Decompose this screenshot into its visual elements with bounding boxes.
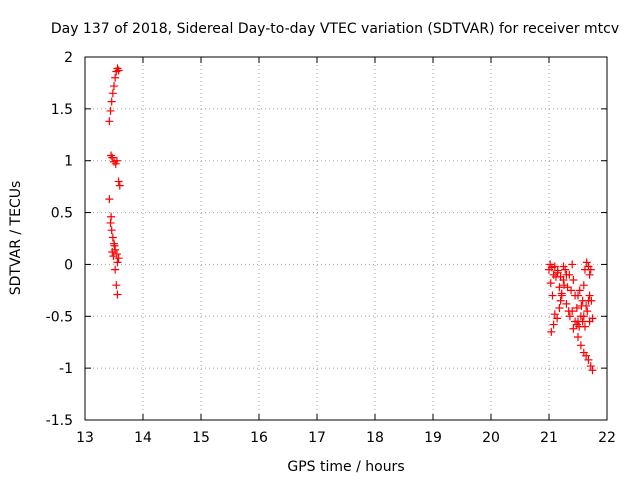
data-point: [550, 262, 559, 271]
data-point: [555, 303, 564, 312]
data-point: [586, 362, 595, 371]
data-point: [574, 333, 582, 342]
x-tick-label: 20: [482, 430, 500, 446]
data-point: [111, 265, 120, 274]
y-tick-label: 0.5: [51, 206, 73, 222]
x-tick-label: 14: [134, 430, 152, 446]
y-tick-label: 2: [64, 50, 73, 66]
axes: 13 14 15 16 17 18 19 20 21 22 -1.5 -1 -0.5 0 0.5 1 1.5 2: [46, 50, 616, 446]
plot-frame: [84, 56, 608, 421]
data-point: [579, 281, 588, 290]
data-point: [556, 296, 565, 305]
x-tick-label: 16: [250, 430, 268, 446]
data-point: [565, 312, 574, 321]
data-point: [582, 351, 591, 360]
data-point: [548, 291, 557, 300]
y-tick-label: -1.5: [46, 413, 73, 429]
x-tick-label: 22: [598, 430, 616, 446]
data-point: [569, 324, 578, 333]
data-point: [113, 258, 122, 267]
data-point: [585, 317, 594, 326]
grid: [85, 57, 607, 420]
data-point: [582, 301, 591, 310]
data-point: [562, 299, 571, 308]
data-point: [560, 281, 569, 290]
data-point: [549, 320, 558, 329]
data-point: [565, 270, 574, 279]
data-point: [106, 218, 115, 227]
x-tick-label: 17: [308, 430, 326, 446]
data-point: [114, 177, 123, 186]
data-point: [112, 250, 121, 259]
data-point: [550, 310, 559, 319]
data-point: [559, 262, 568, 271]
data-point: [109, 252, 118, 261]
data-point: [586, 265, 595, 274]
x-tick-label: 21: [540, 430, 558, 446]
data-point: [557, 291, 566, 300]
y-tick-label: -0.5: [46, 309, 73, 325]
y-tick-label: 1.5: [51, 102, 73, 118]
data-point: [110, 82, 118, 91]
data-point: [585, 270, 594, 279]
x-axis-label: GPS time / hours: [287, 459, 404, 475]
data-point: [585, 291, 594, 300]
data-point: [114, 66, 123, 75]
data-point: [553, 314, 562, 323]
data-points: [105, 64, 597, 375]
data-point: [107, 97, 116, 106]
data-point: [105, 117, 114, 126]
data-point: [108, 247, 117, 256]
data-point: [582, 258, 591, 267]
data-point: [108, 233, 117, 242]
data-point: [114, 254, 123, 263]
data-point: [108, 89, 117, 98]
data-point: [579, 312, 588, 321]
data-point: [580, 322, 589, 331]
data-point: [106, 106, 115, 115]
data-point: [583, 307, 592, 316]
x-tick-label: 13: [76, 430, 94, 446]
data-point: [584, 296, 593, 305]
data-point: [112, 156, 121, 165]
y-tick-label: -1: [59, 361, 73, 377]
data-point: [115, 181, 124, 190]
data-point: [108, 153, 117, 162]
data-point: [584, 355, 593, 364]
data-point: [107, 226, 116, 235]
data-point: [572, 320, 581, 329]
data-point: [569, 275, 578, 284]
y-tick-label: 0: [64, 257, 73, 273]
data-point: [568, 307, 577, 316]
data-point: [113, 290, 122, 299]
data-point: [563, 283, 572, 292]
data-point: [556, 272, 565, 281]
data-point: [576, 341, 585, 350]
x-tick-label: 19: [424, 430, 442, 446]
data-point: [110, 241, 119, 250]
y-axis-label: SDTVAR / TECUs: [8, 181, 24, 296]
data-point: [578, 317, 587, 326]
chart-title: Day 137 of 2018, Sidereal Day-to-day VTE…: [51, 21, 619, 37]
data-point: [112, 281, 121, 290]
data-point: [575, 286, 584, 295]
data-point: [574, 291, 582, 300]
data-point: [547, 327, 556, 336]
data-point: [553, 266, 562, 275]
x-tick-label: 18: [366, 430, 384, 446]
x-tick-label: 15: [192, 430, 210, 446]
data-point: [555, 283, 564, 292]
data-point: [546, 279, 555, 288]
data-point: [568, 260, 577, 269]
data-point: [105, 195, 114, 204]
data-point: [572, 303, 581, 312]
data-point: [588, 366, 597, 375]
data-point: [111, 73, 120, 82]
y-tick-label: 1: [64, 154, 73, 170]
